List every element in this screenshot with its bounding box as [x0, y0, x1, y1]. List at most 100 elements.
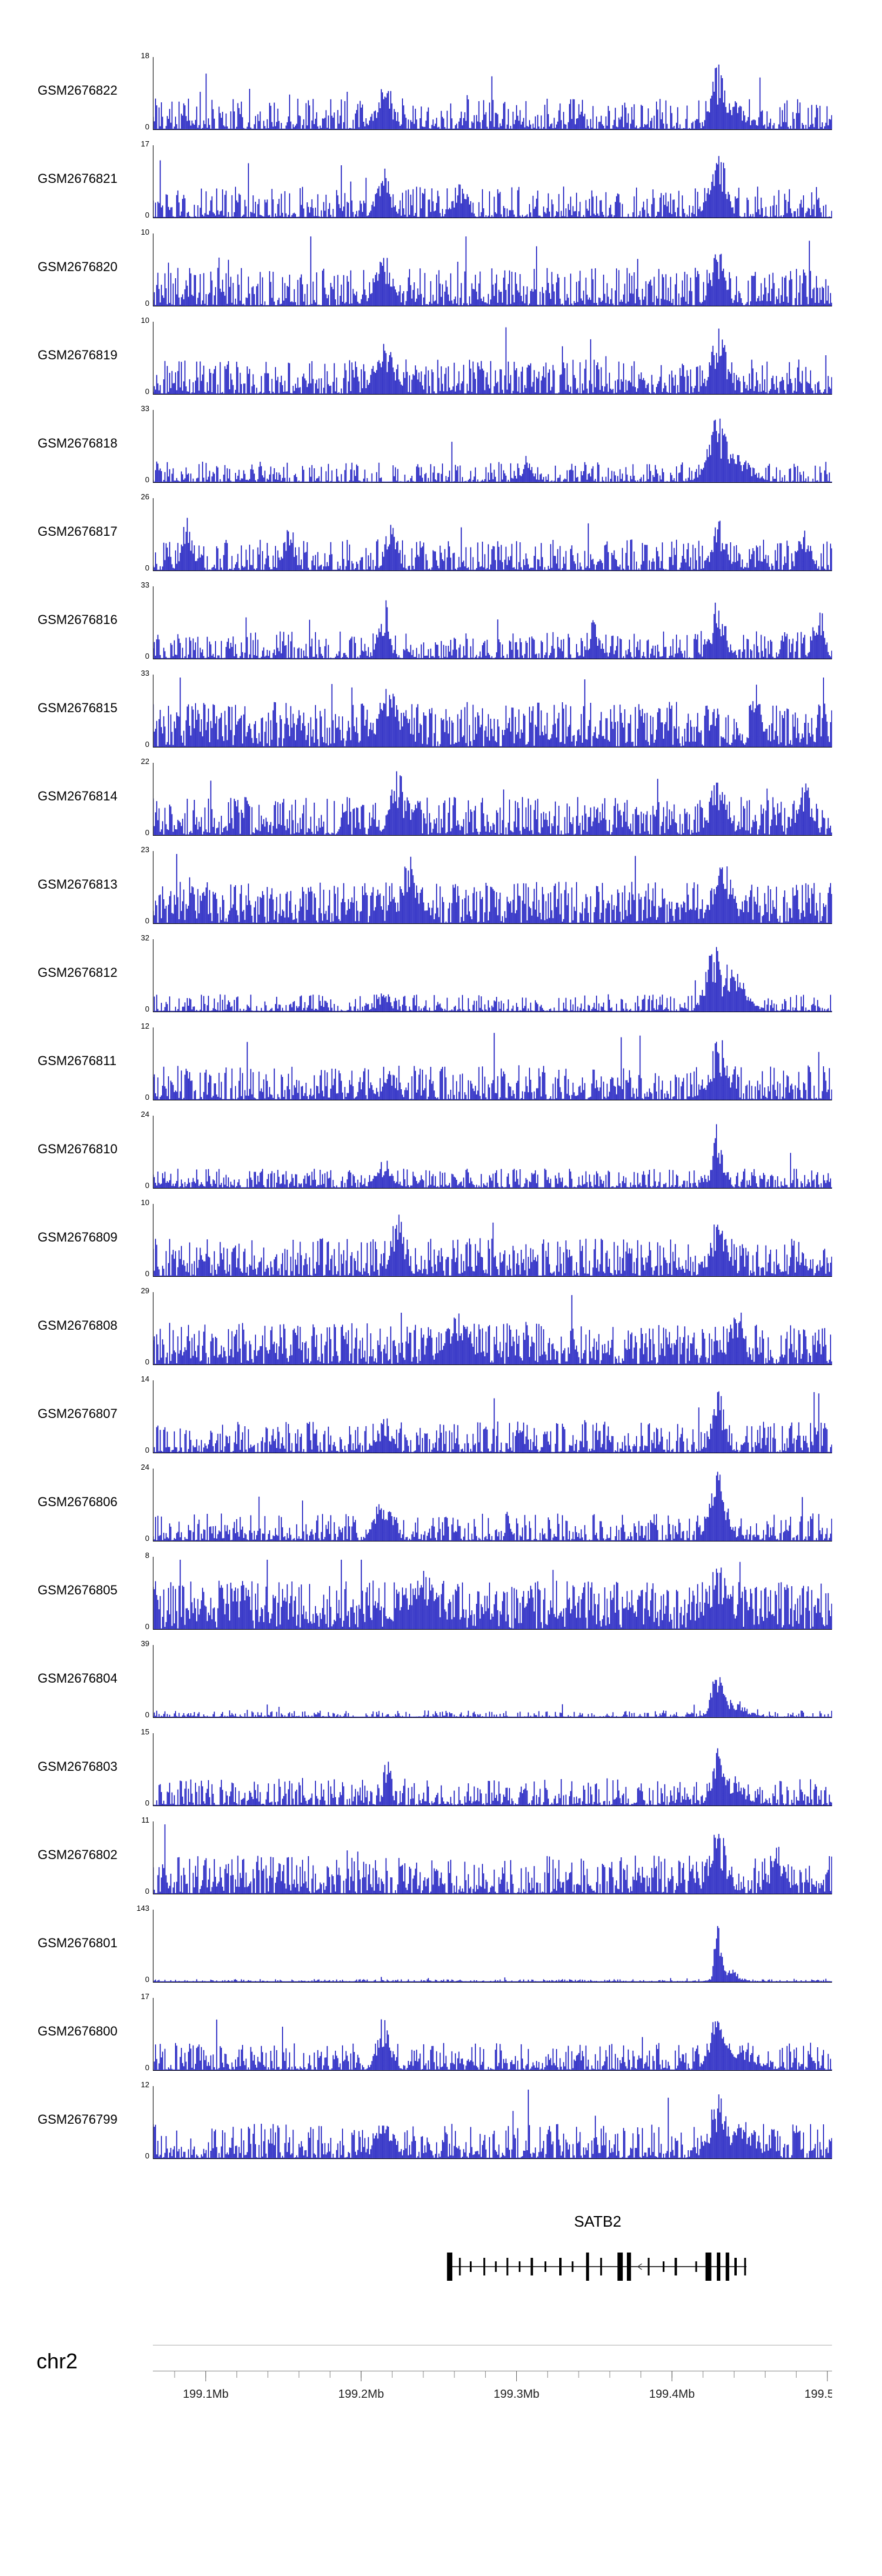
track-label: GSM2676816 [38, 612, 118, 627]
track-row-GSM2676807: GSM2676807 14 0 [0, 1373, 882, 1461]
track-label: GSM2676801 [38, 1936, 118, 1950]
y-axis-max-label: 12 [141, 1022, 149, 1030]
coverage-plot-area: 39 0 [141, 1640, 833, 1719]
coverage-signal [152, 410, 833, 483]
track-row-GSM2676808: GSM2676808 29 0 [0, 1285, 882, 1373]
exon [674, 2258, 677, 2275]
y-axis-max-label: 14 [141, 1374, 149, 1383]
coordinate-ruler: 199.1Mb 199.2Mb 199.3Mb 199.4Mb 199.5Mb [153, 2344, 850, 2426]
coverage-signal [152, 57, 833, 130]
y-axis-max-label: 8 [145, 1551, 149, 1560]
y-axis-zero-label: 0 [145, 828, 149, 837]
y-axis-zero-label: 0 [145, 387, 149, 396]
y-axis-zero-label: 0 [145, 1710, 149, 1719]
track-label: GSM2676811 [38, 1053, 117, 1068]
y-axis-max-label: 33 [141, 580, 149, 589]
exon [572, 2261, 574, 2272]
track-label: GSM2676817 [38, 524, 118, 539]
track-row-GSM2676815: GSM2676815 33 0 [0, 668, 882, 756]
y-axis-max-label: 33 [141, 404, 149, 413]
track-row-GSM2676809: GSM2676809 10 0 [0, 1197, 882, 1285]
exon [495, 2261, 497, 2272]
y-axis-max-label: 12 [141, 2080, 149, 2089]
track-row-GSM2676803: GSM2676803 15 0 [0, 1726, 882, 1814]
y-axis-max-label: 39 [141, 1639, 149, 1648]
track-label: GSM2676813 [38, 877, 118, 892]
y-axis-max-label: 32 [141, 933, 149, 942]
exon [447, 2253, 453, 2281]
coverage-signal [152, 851, 833, 924]
ruler-tick-label: 199.3Mb [494, 2388, 540, 2401]
exon [519, 2261, 521, 2272]
gene-name-label: SATB2 [574, 2213, 622, 2230]
track-label: GSM2676800 [38, 2024, 118, 2038]
y-axis-zero-label: 0 [145, 1093, 149, 1102]
track-label: GSM2676819 [38, 348, 118, 362]
coverage-plot-area: 12 0 [141, 2081, 833, 2160]
track-label: GSM2676818 [38, 436, 118, 451]
coverage-signal [152, 1292, 833, 1365]
y-axis-max-label: 10 [141, 1198, 149, 1207]
ruler-tick-label: 199.4Mb [649, 2388, 695, 2401]
gene-annotation-panel: SATB2 [153, 2211, 832, 2311]
y-axis-max-label: 22 [141, 757, 149, 766]
track-row-GSM2676811: GSM2676811 12 0 [0, 1020, 882, 1109]
coverage-signal [152, 322, 833, 395]
exon [586, 2253, 589, 2281]
track-label: GSM2676820 [38, 259, 118, 274]
chromosome-label: chr2 [36, 2349, 78, 2373]
track-row-GSM2676806: GSM2676806 24 0 [0, 1461, 882, 1550]
ruler-tick-label: 199.2Mb [338, 2388, 384, 2401]
track-row-GSM2676813: GSM2676813 23 0 [0, 844, 882, 932]
coverage-plot-area: 24 0 [141, 1463, 833, 1543]
exon [483, 2258, 486, 2275]
track-row-GSM2676817: GSM2676817 26 0 [0, 491, 882, 579]
y-axis-max-label: 11 [141, 1816, 150, 1824]
y-axis-zero-label: 0 [145, 1798, 149, 1807]
coverage-signal [152, 1733, 833, 1806]
coverage-plot-area: 33 0 [141, 581, 833, 660]
y-axis-max-label: 17 [141, 139, 149, 148]
y-axis-zero-label: 0 [145, 1534, 149, 1543]
coverage-plot-area: 33 0 [141, 405, 833, 484]
exon [600, 2258, 602, 2275]
strand-arrow [637, 2263, 642, 2270]
coverage-signal [152, 1998, 833, 2071]
track-row-GSM2676820: GSM2676820 10 0 [0, 226, 882, 315]
y-axis-zero-label: 0 [145, 563, 149, 572]
coverage-plot-area: 14 0 [141, 1375, 833, 1454]
coverage-plot-area: 18 0 [141, 52, 833, 131]
coverage-plot-area: 33 0 [141, 669, 833, 749]
track-row-GSM2676800: GSM2676800 17 0 [0, 1991, 882, 2079]
y-axis-max-label: 33 [141, 669, 149, 678]
track-label: GSM2676812 [38, 965, 118, 980]
coverage-signal [152, 1116, 833, 1189]
y-axis-zero-label: 0 [145, 652, 149, 660]
exon [705, 2253, 711, 2281]
coverage-plot-area: 23 0 [141, 846, 833, 925]
track-label: GSM2676799 [38, 2112, 118, 2127]
coverage-plot-area: 10 0 [141, 316, 833, 396]
y-axis-max-label: 26 [141, 492, 149, 501]
track-label: GSM2676814 [38, 789, 118, 803]
y-axis-max-label: 10 [141, 228, 149, 236]
y-axis-zero-label: 0 [145, 916, 149, 925]
coverage-plot-area: 17 0 [141, 1993, 833, 2072]
track-row-GSM2676805: GSM2676805 8 0 [0, 1550, 882, 1638]
coverage-signal [152, 763, 833, 836]
coverage-signal [152, 1910, 833, 1983]
ruler-tick-label: 199.5Mb [804, 2388, 832, 2401]
y-axis-zero-label: 0 [145, 740, 149, 749]
y-axis-zero-label: 0 [145, 1357, 149, 1366]
y-axis-zero-label: 0 [145, 475, 149, 484]
track-label: GSM2676808 [38, 1318, 118, 1333]
y-axis-zero-label: 0 [145, 1269, 149, 1278]
y-axis-max-label: 10 [141, 316, 149, 325]
y-axis-zero-label: 0 [145, 1622, 149, 1631]
exon [559, 2258, 562, 2275]
y-axis-zero-label: 0 [145, 1446, 149, 1454]
exon [726, 2253, 730, 2281]
y-axis-max-label: 17 [141, 1992, 149, 2001]
y-axis-zero-label: 0 [145, 1975, 149, 1984]
